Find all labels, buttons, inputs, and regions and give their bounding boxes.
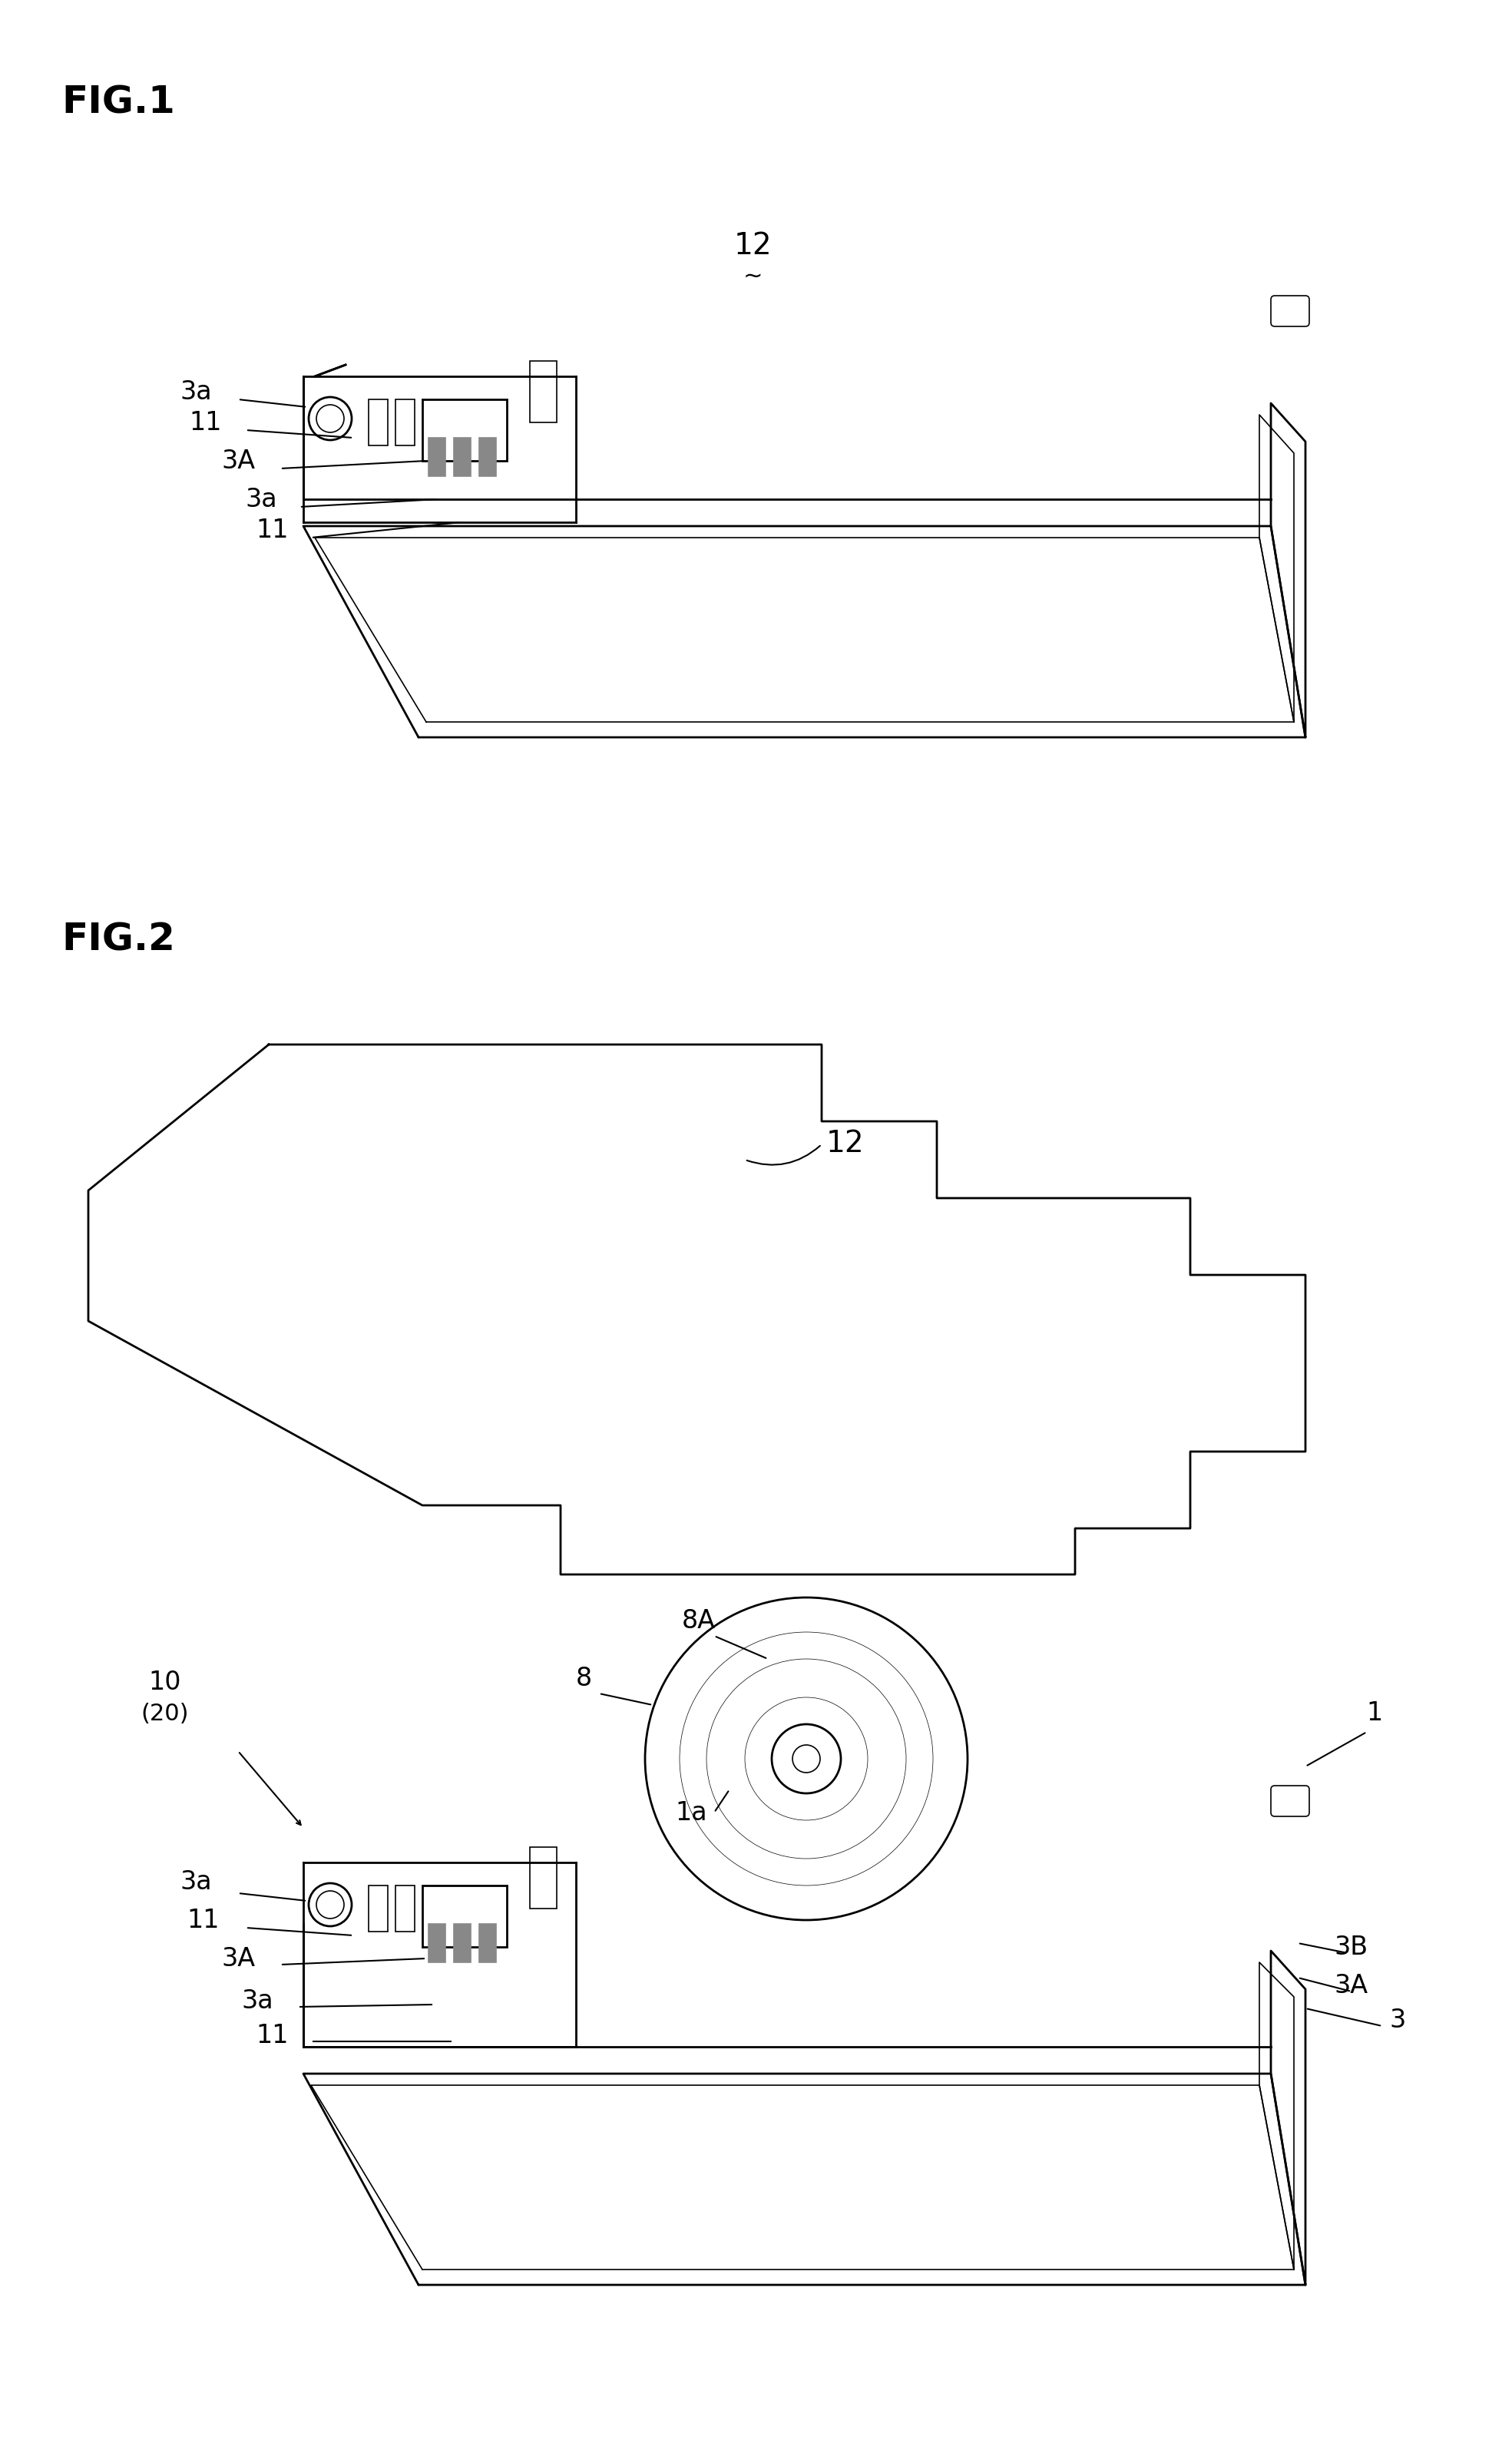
Text: FIG.1: FIG.1 — [62, 83, 175, 122]
Bar — [396, 399, 414, 446]
Text: 3a: 3a — [180, 380, 212, 404]
Bar — [454, 439, 470, 475]
Bar — [422, 1887, 507, 1948]
Text: 1a: 1a — [676, 1801, 708, 1825]
Text: 8: 8 — [576, 1666, 591, 1690]
Text: 12: 12 — [733, 230, 771, 260]
Bar — [479, 439, 496, 475]
Bar — [529, 360, 556, 421]
Text: 12: 12 — [826, 1129, 863, 1159]
Text: 3: 3 — [1390, 2007, 1406, 2034]
Text: 3a: 3a — [245, 488, 277, 512]
Text: 3A: 3A — [221, 448, 256, 473]
Text: 3A: 3A — [1335, 1972, 1368, 1999]
Text: 11: 11 — [189, 409, 222, 436]
Text: 1: 1 — [1367, 1700, 1382, 1725]
Text: 10: 10 — [148, 1671, 181, 1695]
Text: 11: 11 — [257, 517, 289, 544]
Text: ~: ~ — [742, 265, 762, 287]
Text: (20): (20) — [141, 1703, 189, 1725]
Text: 3B: 3B — [1335, 1936, 1368, 1960]
Text: 3a: 3a — [180, 1869, 212, 1894]
Bar — [428, 439, 446, 475]
Text: 11: 11 — [187, 1909, 219, 1933]
Bar — [454, 1923, 470, 1962]
Bar — [369, 1887, 387, 1931]
Bar — [369, 399, 387, 446]
Bar — [479, 1923, 496, 1962]
Text: 8A: 8A — [682, 1607, 715, 1634]
Bar — [428, 1923, 446, 1962]
Text: 3A: 3A — [221, 1945, 256, 1972]
Text: 11: 11 — [257, 2024, 289, 2048]
Text: FIG.2: FIG.2 — [62, 921, 175, 958]
Bar — [396, 1887, 414, 1931]
Bar — [422, 399, 507, 461]
Text: 3a: 3a — [242, 1989, 274, 2014]
Bar — [529, 1847, 556, 1909]
